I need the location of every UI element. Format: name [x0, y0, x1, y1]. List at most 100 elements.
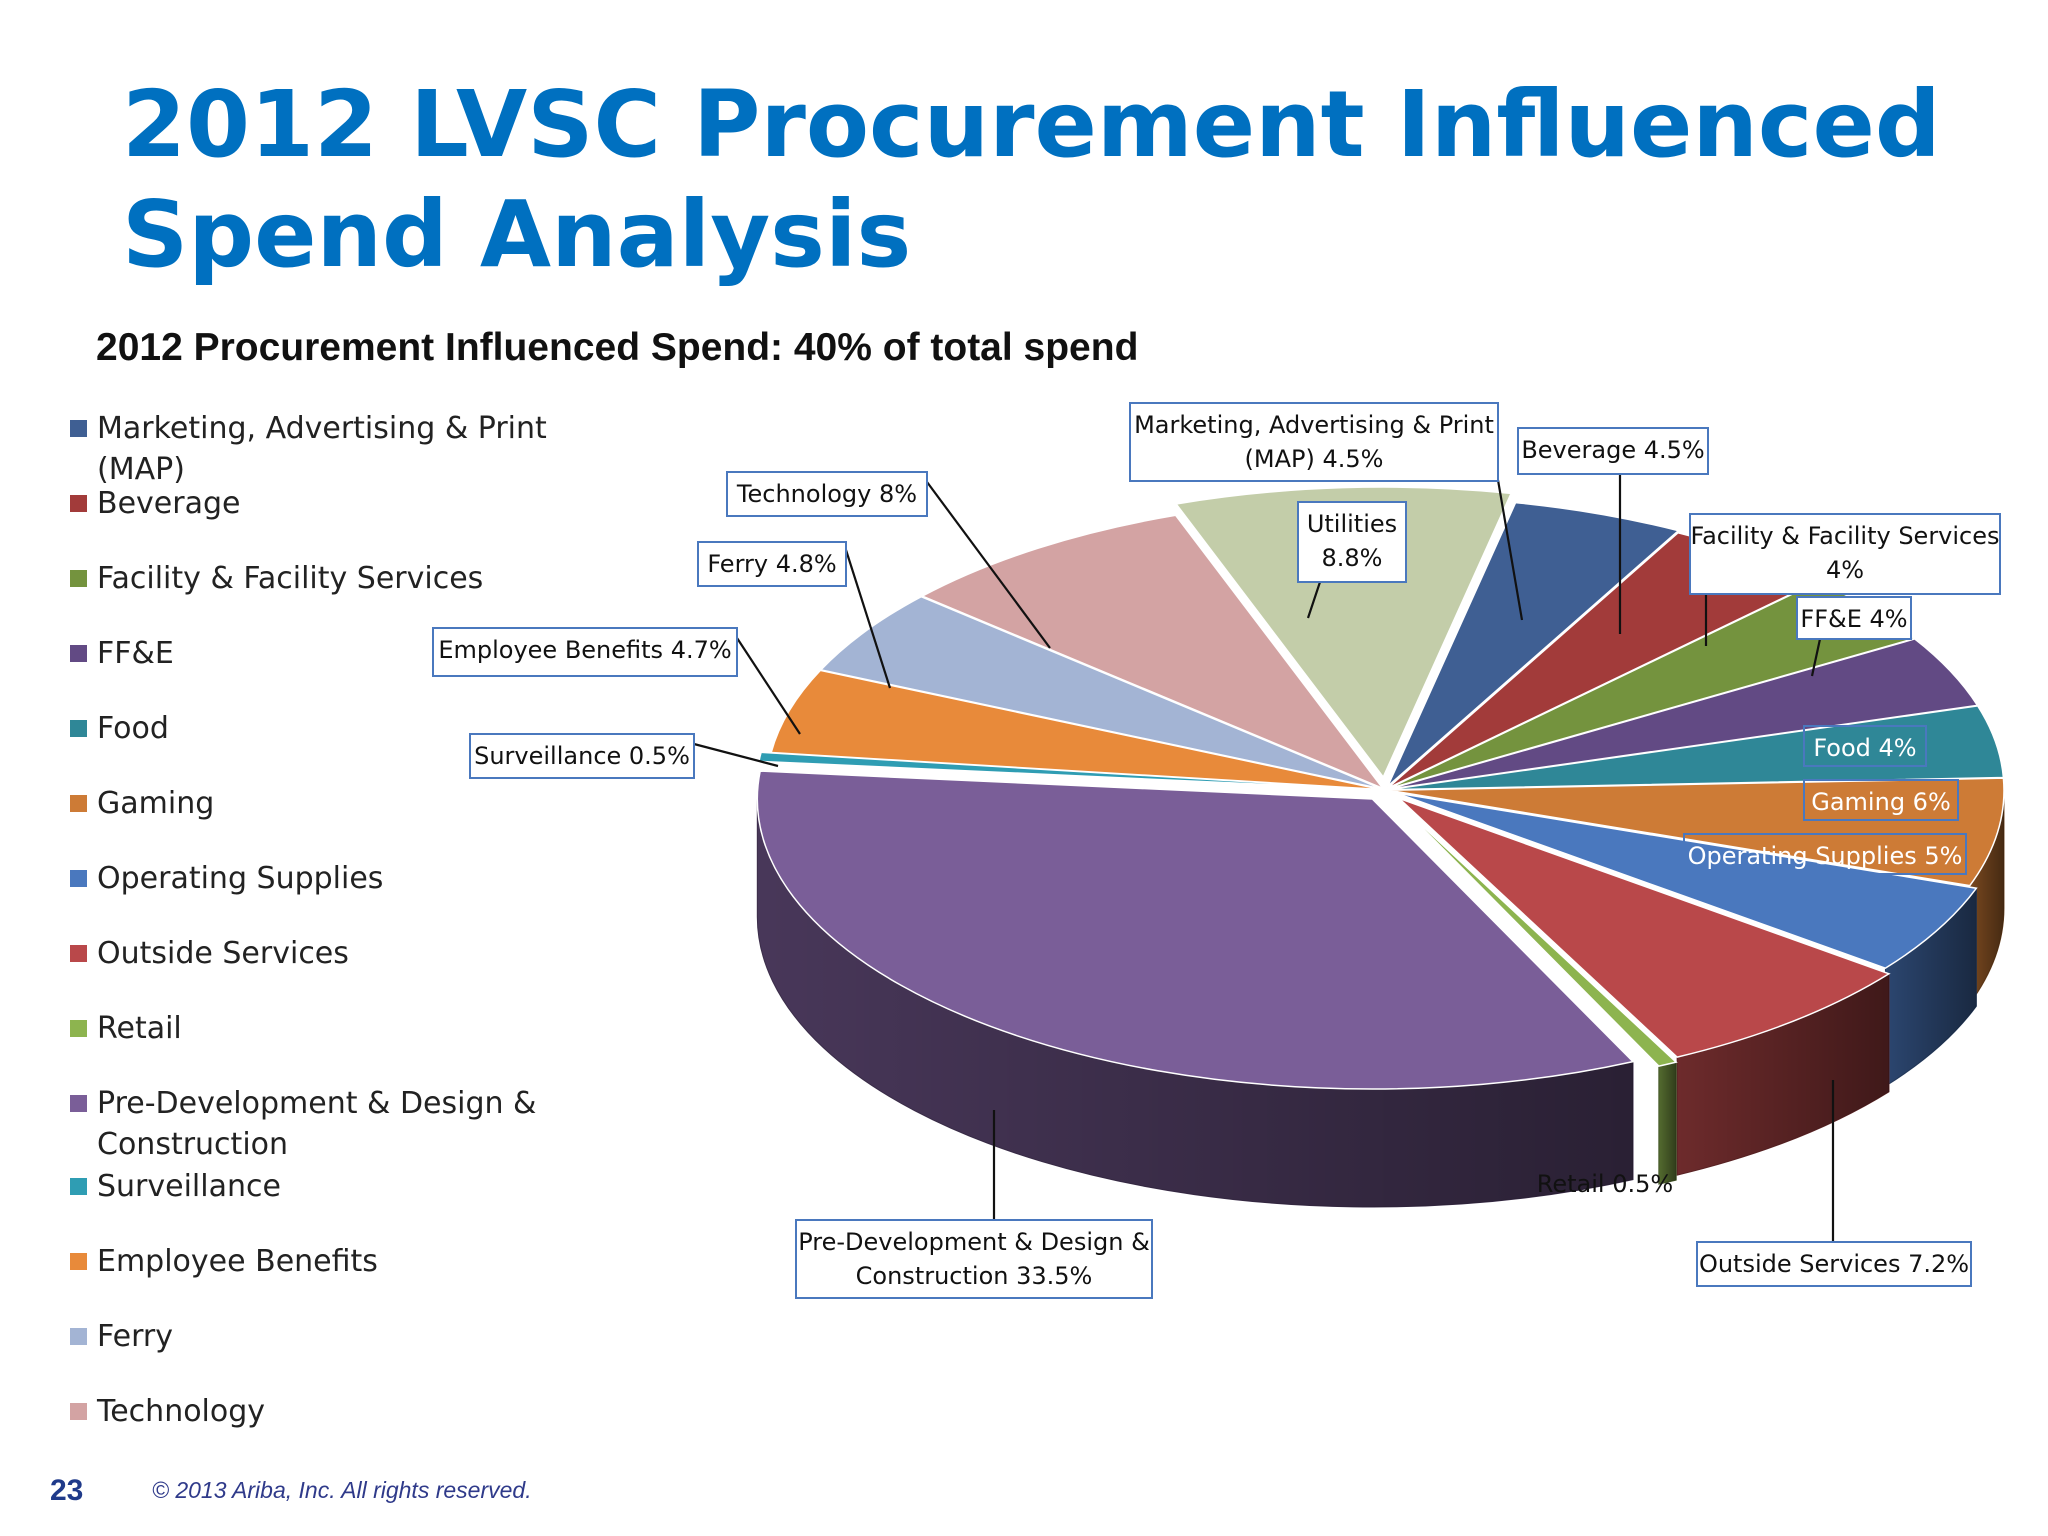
- page-title: 2012 LVSC Procurement Influenced Spend A…: [122, 71, 1941, 288]
- slice-label-11: Employee Benefits 4.7%: [438, 636, 731, 664]
- label-box-13: [726, 471, 928, 517]
- slice-ferry: [819, 595, 1382, 790]
- legend-label: Operating Supplies: [97, 861, 384, 896]
- legend-swatch: [70, 870, 87, 887]
- legend-item-operating-supplies: Operating Supplies: [70, 858, 383, 899]
- slice-label-0: (MAP) 4.5%: [1245, 445, 1384, 473]
- legend-label: Retail: [97, 1011, 182, 1046]
- slice-side-shade-7: [1677, 973, 1889, 1176]
- legend-item-beverage: Beverage: [70, 483, 240, 524]
- legend-swatch: [70, 1328, 87, 1345]
- slice-label-1: Beverage 4.5%: [1521, 436, 1704, 464]
- label-box-14: [1297, 501, 1407, 583]
- legend-swatch: [70, 795, 87, 812]
- slice-side-shade-5: [1969, 790, 2004, 1004]
- label-box-4: [1803, 725, 1927, 767]
- pie-top-faces: [756, 486, 2005, 1090]
- copyright-notice: © 2013 Ariba, Inc. All rights reserved.: [152, 1477, 532, 1503]
- slice-retail: [1397, 802, 1678, 1067]
- legend-swatch: [70, 645, 87, 662]
- slice-label-4: Food 4%: [1813, 734, 1916, 762]
- legend-item-surveillance: Surveillance: [70, 1166, 281, 1207]
- label-box-5: [1803, 779, 1959, 821]
- label-box-7: [1696, 1241, 1972, 1287]
- leader-line-12: [844, 549, 892, 689]
- slice-employee-benefits: [770, 669, 1382, 791]
- legend-label: Outside Services: [97, 936, 349, 971]
- slice-pre-development-design-construction: [756, 770, 1635, 1090]
- label-box-3: [1796, 596, 1912, 640]
- slice-technology: [920, 514, 1386, 791]
- pie-side-walls: [756, 790, 2005, 1208]
- legend-swatch: [70, 1095, 87, 1112]
- legend-item-retail: Retail: [70, 1008, 182, 1049]
- legend-swatch: [70, 495, 87, 512]
- legend-item-pre-development: Pre-Development & Design & Construction: [70, 1083, 540, 1165]
- slice-labels: Marketing, Advertising & Print (MAP) 4.5%…: [432, 402, 2001, 1299]
- slice-label-10: Surveillance 0.5%: [474, 742, 690, 770]
- slice-label-12: Ferry 4.8%: [707, 550, 836, 578]
- legend-label: FF&E: [97, 636, 174, 671]
- legend-label: Facility & Facility Services: [97, 561, 484, 596]
- legend-swatch: [70, 1253, 87, 1270]
- legend-swatch: [70, 1178, 87, 1195]
- slice-gaming: [1388, 777, 2005, 887]
- chart-subtitle: 2012 Procurement Influenced Spend: 40% o…: [96, 326, 1139, 369]
- label-box-1: [1517, 427, 1709, 475]
- label-box-12: [697, 541, 847, 587]
- slice-label-5: Gaming 6%: [1811, 788, 1951, 816]
- leader-line-10: [693, 742, 779, 768]
- legend-swatch: [70, 945, 87, 962]
- slice-label-6: Operating Supplies 5%: [1688, 842, 1963, 870]
- leader-line-13: [926, 481, 1051, 649]
- slice-label-14: 8.8%: [1322, 544, 1383, 572]
- label-box-10: [469, 733, 695, 779]
- legend-label: Food: [97, 711, 169, 746]
- legend-item-facility: Facility & Facility Services: [70, 558, 483, 599]
- legend-item-gaming: Gaming: [70, 783, 214, 824]
- label-box-6: [1683, 833, 1967, 875]
- legend-swatch: [70, 570, 87, 587]
- leader-line-14: [1306, 581, 1322, 619]
- legend-item-ferry: Ferry: [70, 1316, 173, 1357]
- legend-label: Beverage: [97, 486, 241, 521]
- legend-item-outside-services: Outside Services: [70, 933, 349, 974]
- slice-label-3: FF&E 4%: [1800, 605, 1907, 633]
- slice-label-2: Facility & Facility Services: [1690, 522, 1999, 550]
- slice-operating-supplies: [1395, 792, 1978, 969]
- slice-marketing-advertising-print-map-: [1387, 501, 1680, 787]
- label-box-0: [1129, 402, 1499, 482]
- label-box-9: [795, 1219, 1153, 1299]
- slice-label-14: Utilities: [1307, 510, 1397, 538]
- slice-label-0: Marketing, Advertising & Print: [1134, 411, 1494, 439]
- page-number: 23: [50, 1474, 84, 1507]
- legend-label: Surveillance: [97, 1169, 281, 1204]
- legend-item-technology: Technology: [70, 1391, 265, 1432]
- legend-label: Pre-Development & Design & Construction: [97, 1086, 537, 1162]
- slice-side-shade-8: [1658, 1062, 1677, 1185]
- slice-side-shade-6: [1885, 888, 1977, 1087]
- leader-line-3: [1810, 638, 1822, 677]
- legend-label: Employee Benefits: [97, 1244, 378, 1279]
- legend-label: Ferry: [97, 1319, 173, 1354]
- leader-line-11: [736, 637, 801, 735]
- slice-outside-services: [1398, 797, 1891, 1058]
- slice-side-shade-9: [757, 798, 1634, 1207]
- legend-swatch: [70, 1020, 87, 1037]
- legend-item-map: Marketing, Advertising & Print (MAP): [70, 408, 630, 490]
- label-box-2: [1689, 513, 2001, 595]
- slice-label-13: Technology 8%: [736, 480, 917, 508]
- slice-label-8: Retail 0.5%: [1537, 1170, 1673, 1198]
- slice-label-7: Outside Services 7.2%: [1699, 1250, 1969, 1278]
- label-leader-lines: [693, 474, 1835, 1242]
- legend-label: Gaming: [97, 786, 215, 821]
- legend-item-food: Food: [70, 708, 169, 749]
- legend-swatch: [70, 1403, 87, 1420]
- legend-item-employee-benefits: Employee Benefits: [70, 1241, 378, 1282]
- slice-label-2: 4%: [1826, 556, 1864, 584]
- legend-swatch: [70, 720, 87, 737]
- slice-label-9: Pre-Development & Design &: [798, 1228, 1150, 1256]
- slice-utilities: [1174, 486, 1513, 779]
- legend-label: Marketing, Advertising & Print (MAP): [97, 411, 547, 487]
- legend-item-ffe: FF&E: [70, 633, 174, 674]
